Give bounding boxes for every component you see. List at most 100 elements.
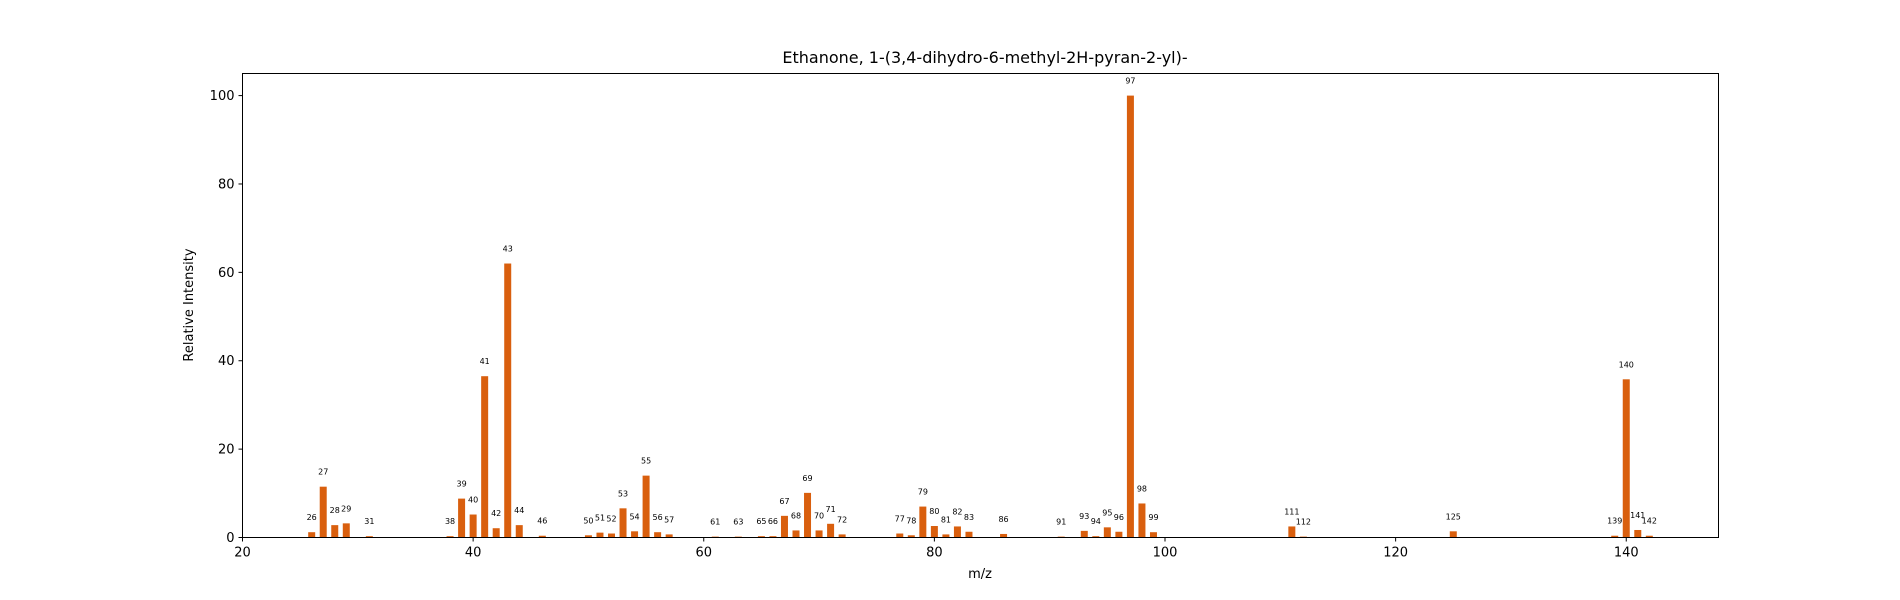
bar-label-mz-40: 40 bbox=[468, 496, 478, 505]
bar-mz-42 bbox=[492, 528, 500, 538]
bar-label-mz-82: 82 bbox=[952, 507, 962, 516]
bar-mz-67 bbox=[780, 515, 788, 538]
bar-label-mz-55: 55 bbox=[641, 457, 651, 466]
bar-mz-53 bbox=[619, 508, 627, 538]
y-tick-label-80: 80 bbox=[218, 177, 235, 192]
bar-mz-96 bbox=[1115, 531, 1123, 538]
bar-mz-51 bbox=[596, 532, 604, 538]
bar-mz-54 bbox=[631, 531, 639, 538]
bar-mz-46 bbox=[538, 535, 546, 538]
bar-label-mz-70: 70 bbox=[814, 511, 824, 520]
x-axis-label: m/z bbox=[968, 567, 992, 582]
bar-mz-26 bbox=[308, 532, 316, 538]
y-tick-label-100: 100 bbox=[210, 89, 235, 104]
bar-label-mz-66: 66 bbox=[768, 517, 778, 526]
bar-label-mz-61: 61 bbox=[710, 518, 720, 527]
bar-label-mz-53: 53 bbox=[618, 489, 628, 498]
bar-label-mz-96: 96 bbox=[1114, 513, 1124, 522]
bar-label-mz-79: 79 bbox=[918, 488, 928, 497]
x-tick-label-20: 20 bbox=[234, 546, 251, 561]
bar-mz-79 bbox=[919, 506, 927, 538]
bar-label-mz-51: 51 bbox=[595, 514, 605, 523]
bar-label-mz-31: 31 bbox=[364, 517, 374, 526]
bar-mz-57 bbox=[665, 534, 673, 538]
bar-mz-99 bbox=[1149, 532, 1157, 538]
bar-label-mz-54: 54 bbox=[629, 512, 639, 521]
bar-mz-56 bbox=[654, 532, 662, 538]
bar-mz-27 bbox=[319, 486, 327, 538]
bar-mz-41 bbox=[481, 376, 489, 538]
bar-label-mz-57: 57 bbox=[664, 515, 674, 524]
bar-label-mz-56: 56 bbox=[653, 513, 663, 522]
bar-mz-40 bbox=[469, 514, 477, 538]
bar-label-mz-81: 81 bbox=[941, 515, 951, 524]
bar-mz-70 bbox=[815, 530, 823, 538]
bar-mz-72 bbox=[838, 534, 846, 538]
bar-label-mz-97: 97 bbox=[1125, 77, 1135, 86]
bar-mz-65 bbox=[757, 536, 765, 538]
bars-group bbox=[308, 95, 1653, 538]
bar-mz-139 bbox=[1611, 535, 1619, 538]
bar-label-mz-77: 77 bbox=[895, 515, 905, 524]
bar-label-mz-28: 28 bbox=[330, 506, 340, 515]
bar-mz-98 bbox=[1138, 503, 1146, 538]
y-tick-label-0: 0 bbox=[226, 531, 234, 546]
x-tick-label-120: 120 bbox=[1383, 546, 1408, 561]
bar-mz-81 bbox=[942, 534, 950, 538]
bar-label-mz-67: 67 bbox=[779, 497, 789, 506]
bar-mz-66 bbox=[769, 536, 777, 538]
bar-label-mz-140: 140 bbox=[1619, 360, 1634, 369]
bar-label-mz-141: 141 bbox=[1630, 511, 1645, 520]
bar-label-mz-99: 99 bbox=[1148, 513, 1158, 522]
bar-mz-55 bbox=[642, 475, 650, 538]
bar-mz-95 bbox=[1103, 527, 1111, 538]
x-tick-label-40: 40 bbox=[465, 546, 482, 561]
bar-label-mz-72: 72 bbox=[837, 515, 847, 524]
bar-mz-97 bbox=[1126, 95, 1134, 538]
bar-label-mz-26: 26 bbox=[307, 513, 317, 522]
x-tick-label-100: 100 bbox=[1153, 546, 1178, 561]
bar-label-mz-29: 29 bbox=[341, 504, 351, 513]
bar-label-mz-83: 83 bbox=[964, 513, 974, 522]
bar-label-mz-80: 80 bbox=[929, 507, 939, 516]
bar-label-mz-111: 111 bbox=[1284, 507, 1299, 516]
bar-mz-50 bbox=[584, 535, 592, 538]
bar-label-mz-63: 63 bbox=[733, 518, 743, 527]
bar-label-mz-65: 65 bbox=[756, 517, 766, 526]
bar-label-mz-78: 78 bbox=[906, 516, 916, 525]
bar-mz-111 bbox=[1288, 526, 1296, 538]
bar-label-mz-38: 38 bbox=[445, 517, 455, 526]
x-tick-label-80: 80 bbox=[926, 546, 943, 561]
bar-mz-28 bbox=[331, 525, 339, 538]
bar-mz-52 bbox=[608, 533, 615, 538]
bar-label-mz-68: 68 bbox=[791, 511, 801, 520]
bar-mz-141 bbox=[1634, 529, 1642, 538]
bar-mz-43 bbox=[504, 263, 512, 538]
y-axis-label: Relative Intensity bbox=[182, 248, 197, 361]
bar-mz-39 bbox=[458, 498, 466, 538]
bar-label-mz-50: 50 bbox=[583, 516, 593, 525]
y-tick-label-40: 40 bbox=[218, 354, 235, 369]
bar-mz-93 bbox=[1080, 530, 1088, 538]
bar-label-mz-52: 52 bbox=[606, 515, 616, 524]
bar-mz-71 bbox=[827, 523, 835, 538]
y-tick-label-60: 60 bbox=[218, 266, 235, 281]
bar-mz-142 bbox=[1645, 535, 1653, 538]
bar-mz-94 bbox=[1092, 536, 1100, 538]
bar-label-mz-42: 42 bbox=[491, 509, 501, 518]
x-axis: 20 40 60 80 100 120 140 bbox=[234, 537, 1639, 561]
bar-mz-68 bbox=[792, 530, 800, 538]
bar-mz-77 bbox=[896, 533, 904, 538]
bar-label-mz-95: 95 bbox=[1102, 508, 1112, 517]
bar-mz-140 bbox=[1622, 379, 1630, 538]
bar-label-mz-125: 125 bbox=[1446, 512, 1461, 521]
bar-mz-31 bbox=[365, 536, 373, 538]
y-tick-label-20: 20 bbox=[218, 443, 235, 458]
bar-mz-69 bbox=[804, 492, 812, 538]
bar-mz-80 bbox=[930, 526, 938, 538]
bar-label-mz-139: 139 bbox=[1607, 517, 1622, 526]
bar-label-mz-91: 91 bbox=[1056, 518, 1066, 527]
bar-label-mz-142: 142 bbox=[1642, 517, 1657, 526]
